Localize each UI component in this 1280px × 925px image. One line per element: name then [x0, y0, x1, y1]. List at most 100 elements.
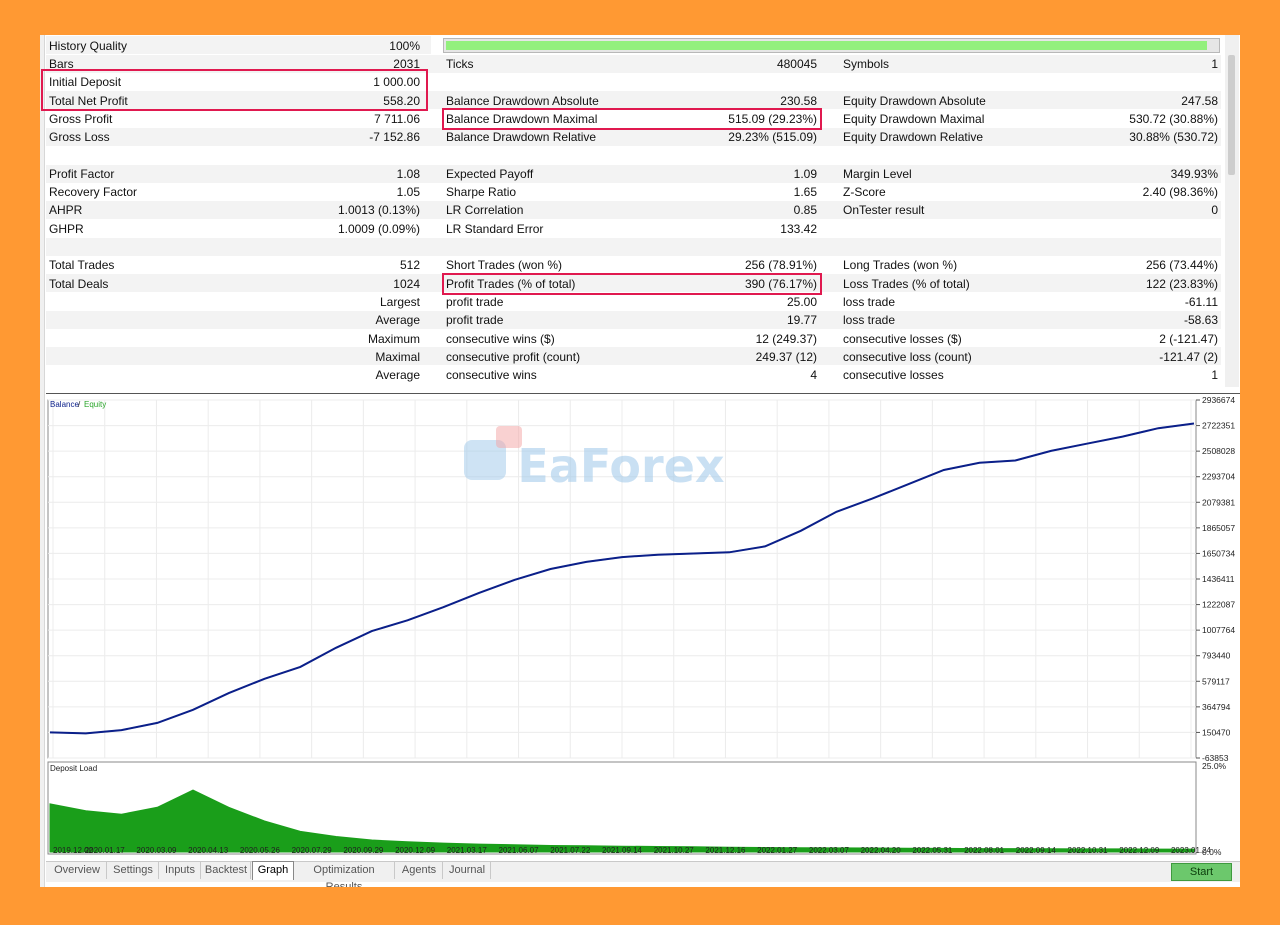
tab-agents[interactable]: Agents — [396, 862, 443, 879]
long-trades-value: 256 (73.44%) — [1145, 258, 1218, 272]
profit-trades-label: Profit Trades (% of total) — [446, 277, 576, 291]
gross-profit-label: Gross Profit — [49, 112, 113, 126]
initial-deposit-label: Initial Deposit — [49, 75, 122, 89]
short-trades-value: 256 (78.91%) — [744, 258, 817, 272]
tab-optimization-results[interactable]: Optimization Results — [294, 862, 395, 887]
scrollbar-thumb[interactable] — [1228, 55, 1235, 175]
history-quality-value: 100% — [389, 39, 420, 53]
legend-balance: Balance — [50, 400, 79, 409]
tab-overview[interactable]: Overview — [48, 862, 107, 879]
total-net-profit-value: 558.20 — [383, 94, 420, 108]
report-scrollbar[interactable] — [1225, 35, 1239, 387]
maximum-label: Maximum — [367, 332, 420, 346]
largest-label: Largest — [379, 295, 420, 309]
lr-correlation-value: 0.85 — [793, 203, 817, 217]
y-tick-label: 793440 — [1202, 651, 1231, 661]
history-quality-bar — [443, 38, 1220, 53]
ahpr-value: 1.0013 (0.13%) — [337, 203, 420, 217]
lr-std-error-value: 133.42 — [780, 222, 817, 236]
margin-level-value: 349.93% — [1170, 167, 1218, 181]
avg-consec-losses-value: 1 — [1211, 368, 1218, 382]
avg-consec-losses-label: consecutive losses — [843, 368, 944, 382]
highlight-balance-dd-max — [442, 108, 822, 130]
sharpe-ratio-label: Sharpe Ratio — [446, 185, 517, 199]
load-y-tick-label: 25.0% — [1202, 761, 1227, 771]
avg-consec-wins-value: 4 — [810, 368, 817, 382]
y-tick-label: 364794 — [1202, 702, 1231, 712]
x-tick-label: 2022.10.31 — [1068, 846, 1109, 855]
watermark-logo-accent — [496, 426, 522, 448]
legend-separator: / — [78, 400, 81, 409]
highlight-profit-trades — [442, 273, 822, 295]
y-tick-label: 2508028 — [1202, 446, 1235, 456]
y-tick-label: 1865057 — [1202, 523, 1235, 533]
ghpr-label: GHPR — [49, 222, 84, 236]
x-tick-label: 2021.09.14 — [602, 846, 643, 855]
x-tick-label: 2022.05.31 — [912, 846, 953, 855]
largest-profit-value: 25.00 — [786, 295, 817, 309]
short-trades-label: Short Trades (won %) — [446, 258, 563, 272]
sharpe-ratio-value: 1.65 — [793, 185, 817, 199]
tab-inputs[interactable]: Inputs — [160, 862, 201, 879]
average-consec-label: Average — [375, 368, 420, 382]
y-tick-label: 1007764 — [1202, 625, 1235, 635]
largest-loss-label: loss trade — [843, 295, 896, 309]
y-tick-label: 1436411 — [1202, 574, 1235, 584]
x-tick-label: 2021.07.22 — [550, 846, 591, 855]
average-profit-label: profit trade — [446, 313, 504, 327]
y-tick-label: 2293704 — [1202, 472, 1235, 482]
equity-dd-rel-value: 30.88% (530.72) — [1129, 130, 1218, 144]
max-consec-wins-value: 12 (249.37) — [755, 332, 817, 346]
x-tick-label: 2020.05.26 — [240, 846, 281, 855]
y-tick-label: 2936674 — [1202, 395, 1235, 405]
bars-label: Bars — [49, 57, 74, 71]
deposit-load-title: Deposit Load — [50, 764, 97, 773]
tab-journal[interactable]: Journal — [444, 862, 491, 879]
x-tick-label: 2019.12.02 — [53, 846, 94, 855]
max-consec-losses-value: 2 (-121.47) — [1159, 332, 1218, 346]
average-loss-label: loss trade — [843, 313, 896, 327]
x-tick-label: 2021.12.16 — [705, 846, 746, 855]
ghpr-value: 1.0009 (0.09%) — [337, 222, 420, 236]
gross-profit-value: 7 711.06 — [374, 112, 420, 126]
z-score-label: Z-Score — [843, 185, 886, 199]
deposit-load-fill — [49, 789, 1195, 853]
x-tick-label: 2021.06.07 — [499, 846, 540, 855]
ontester-value: 0 — [1211, 203, 1218, 217]
avg-consec-wins-label: consecutive wins — [446, 368, 537, 382]
x-tick-label: 2022.03.07 — [809, 846, 850, 855]
start-button[interactable]: Start — [1171, 863, 1232, 881]
history-quality-label: History Quality — [49, 39, 128, 53]
profit-factor-label: Profit Factor — [49, 167, 115, 181]
average-loss-value: -58.63 — [1183, 313, 1218, 327]
x-tick-label: 2020.07.29 — [292, 846, 333, 855]
x-tick-label: 2020.04.13 — [188, 846, 229, 855]
tab-graph[interactable]: Graph — [252, 861, 294, 880]
maximal-label: Maximal — [375, 350, 420, 364]
total-deals-label: Total Deals — [49, 277, 109, 291]
tab-backtest[interactable]: Backtest — [202, 862, 251, 879]
watermark-logo — [464, 440, 506, 480]
total-net-profit-label: Total Net Profit — [49, 94, 128, 108]
max-consec-wins-label: consecutive wins ($) — [446, 332, 555, 346]
long-trades-label: Long Trades (won %) — [843, 258, 958, 272]
largest-profit-label: profit trade — [446, 295, 504, 309]
ahpr-label: AHPR — [49, 203, 83, 217]
tab-settings[interactable]: Settings — [108, 862, 159, 879]
ticks-value: 480045 — [776, 57, 817, 71]
gross-loss-label: Gross Loss — [49, 130, 110, 144]
lr-correlation-label: LR Correlation — [446, 203, 524, 217]
x-tick-label: 2022.04.20 — [861, 846, 902, 855]
initial-deposit-value: 1 000.00 — [373, 75, 420, 89]
max-consec-losses-label: consecutive losses ($) — [843, 332, 962, 346]
equity-dd-max-label: Equity Drawdown Maximal — [843, 112, 985, 126]
average-label: Average — [375, 313, 420, 327]
lr-std-error-label: LR Standard Error — [446, 222, 544, 236]
balance-line — [49, 422, 1195, 735]
y-tick-label: 150470 — [1202, 727, 1231, 737]
equity-dd-max-value: 530.72 (30.88%) — [1129, 112, 1218, 126]
total-deals-value: 1024 — [393, 277, 420, 291]
load-y-tick-label: 0.0% — [1202, 847, 1222, 856]
symbols-label: Symbols — [843, 57, 890, 71]
loss-trades-value: 122 (23.83%) — [1145, 277, 1218, 291]
